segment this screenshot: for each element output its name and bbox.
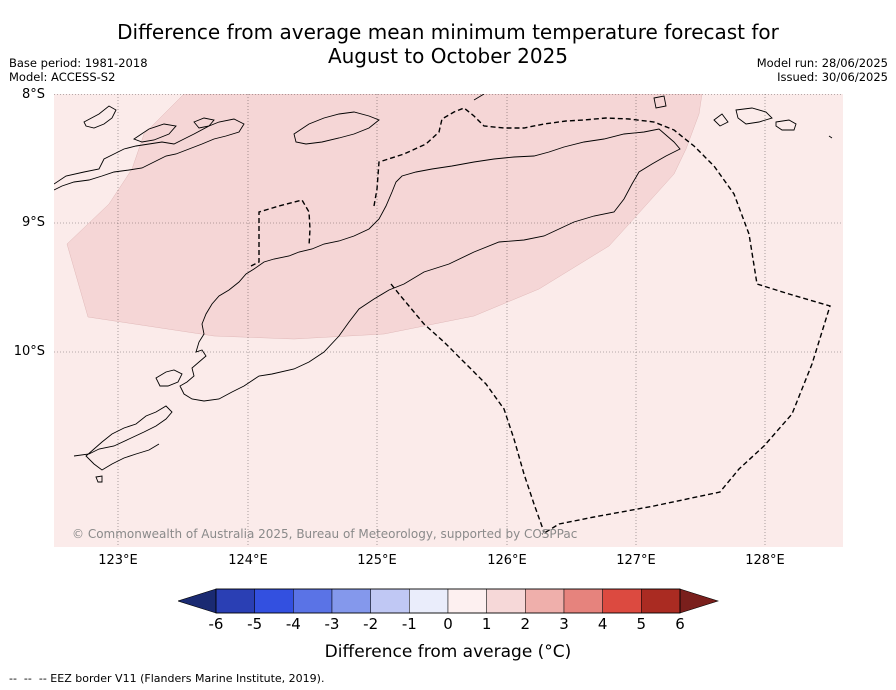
eez-footnote: -- -- -- EEZ border V11 (Flanders Marine… bbox=[9, 672, 324, 685]
colorbar-tick-label: -4 bbox=[285, 615, 301, 633]
lat-label-8s: 8°S bbox=[21, 87, 45, 102]
copyright-notice: © Commonwealth of Australia 2025, Bureau… bbox=[72, 527, 577, 541]
coastline-flores bbox=[54, 118, 245, 191]
coastlines bbox=[54, 94, 833, 483]
meta-left: Base period: 1981-2018 Model: ACCESS-S2 bbox=[9, 56, 148, 84]
colorbar-tick-label: -6 bbox=[208, 615, 224, 633]
eez-footnote-text: -- EEZ border V11 (Flanders Marine Insti… bbox=[38, 672, 325, 685]
eez-border bbox=[250, 107, 831, 535]
lon-label-123e: 123°E bbox=[98, 553, 138, 568]
colorbar-segment bbox=[447, 588, 487, 614]
colorbar-segment bbox=[331, 588, 371, 614]
lon-label-126e: 126°E bbox=[487, 553, 527, 568]
colorbar-segment bbox=[254, 588, 294, 614]
meta-right: Model run: 28/06/2025 Issued: 30/06/2025 bbox=[757, 56, 888, 84]
coastline-sawu bbox=[73, 405, 173, 471]
colorbar-segment bbox=[641, 588, 681, 614]
colorbar-high-extension bbox=[679, 588, 719, 614]
colorbar-tick-label: -5 bbox=[247, 615, 263, 633]
colorbar-segment bbox=[293, 588, 333, 614]
issued-date: Issued: 30/06/2025 bbox=[777, 70, 888, 84]
colorbar-segment bbox=[215, 588, 255, 614]
map-panel: © Commonwealth of Australia 2025, Bureau… bbox=[54, 94, 843, 547]
coastline-timor bbox=[179, 128, 681, 402]
anomaly-band-1-2 bbox=[66, 94, 703, 340]
colorbar-tick-label: 0 bbox=[443, 615, 453, 633]
colorbar-tick-label: 5 bbox=[636, 615, 647, 633]
colorbar-tick-label: -1 bbox=[401, 615, 417, 633]
colorbar bbox=[178, 588, 719, 614]
colorbar-tick-label: 2 bbox=[520, 615, 531, 633]
colorbar-segment bbox=[409, 588, 449, 614]
colorbar-tick-label: 1 bbox=[481, 615, 492, 633]
lon-label-127e: 127°E bbox=[616, 553, 656, 568]
colorbar-segment bbox=[602, 588, 642, 614]
colorbar-tick-label: 4 bbox=[597, 615, 608, 633]
coastline-north-islands bbox=[83, 105, 215, 143]
colorbar-frame bbox=[215, 588, 681, 614]
colorbar-segment bbox=[370, 588, 410, 614]
lat-label-9s: 9°S bbox=[21, 215, 45, 230]
lat-label-10s: 10°S bbox=[13, 344, 45, 359]
model-name: Model: ACCESS-S2 bbox=[9, 70, 116, 84]
coastline-alor bbox=[293, 111, 380, 145]
colorbar-title: Difference from average (°C) bbox=[324, 642, 572, 662]
colorbar-low-extension bbox=[178, 588, 217, 614]
colorbar-tick-label: -3 bbox=[324, 615, 340, 633]
coastline-wetar bbox=[473, 94, 667, 109]
colorbar-tick-label: -2 bbox=[363, 615, 379, 633]
colorbar-tick-label: 3 bbox=[559, 615, 569, 633]
lon-label-124e: 124°E bbox=[228, 553, 268, 568]
eez-border-timor bbox=[250, 107, 831, 535]
model-run: Model run: 28/06/2025 bbox=[756, 56, 888, 70]
coastline-rote bbox=[155, 369, 183, 387]
graticule bbox=[54, 94, 843, 547]
lon-label-128e: 128°E bbox=[745, 553, 785, 568]
colorbar-segment bbox=[525, 588, 565, 614]
colorbar-segment bbox=[486, 588, 526, 614]
coastline-small-islet bbox=[95, 475, 103, 483]
colorbar-tick-label: 6 bbox=[675, 615, 685, 633]
eez-legend-dash: -- -- bbox=[9, 672, 39, 685]
colorbar-segments bbox=[215, 588, 681, 614]
base-period: Base period: 1981-2018 bbox=[9, 56, 148, 70]
map-title: Difference from average mean minimum tem… bbox=[0, 20, 896, 68]
title-line-1: Difference from average mean minimum tem… bbox=[117, 20, 779, 44]
title-line-2: August to October 2025 bbox=[327, 44, 569, 68]
colorbar-segment bbox=[563, 588, 603, 614]
lon-label-125e: 125°E bbox=[357, 553, 397, 568]
coastline-north-east-islands bbox=[713, 107, 833, 139]
